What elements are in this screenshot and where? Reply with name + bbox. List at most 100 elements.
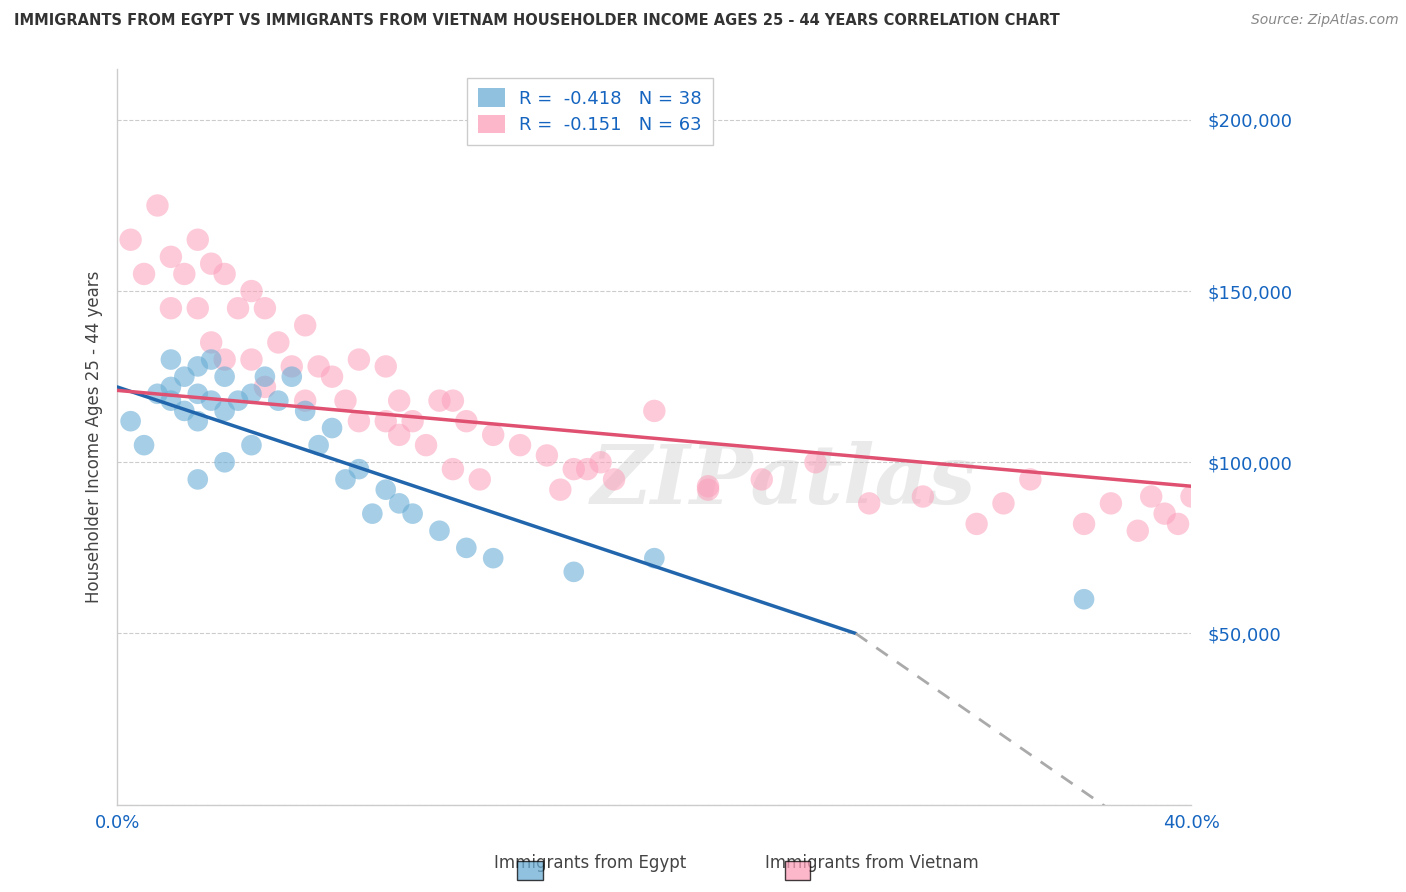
Point [253, 301, 276, 316]
Point [966, 516, 988, 531]
Point [347, 414, 370, 428]
Point [321, 421, 343, 435]
Point [643, 404, 665, 418]
Text: IMMIGRANTS FROM EGYPT VS IMMIGRANTS FROM VIETNAM HOUSEHOLDER INCOME AGES 25 - 44: IMMIGRANTS FROM EGYPT VS IMMIGRANTS FROM… [14, 13, 1060, 29]
Point [281, 359, 304, 374]
Point [1073, 592, 1095, 607]
Point [468, 472, 491, 486]
Point [441, 393, 464, 408]
Point [187, 233, 209, 247]
Text: Immigrants from Egypt: Immigrants from Egypt [495, 855, 686, 872]
Point [1153, 507, 1175, 521]
Point [308, 359, 330, 374]
Point [187, 414, 209, 428]
Point [456, 541, 478, 555]
Point [214, 267, 236, 281]
Point [200, 352, 222, 367]
Point [562, 462, 585, 476]
Point [160, 352, 183, 367]
Point [160, 393, 183, 408]
Point [697, 479, 720, 493]
Point [146, 198, 169, 212]
Point [146, 386, 169, 401]
Text: Source: ZipAtlas.com: Source: ZipAtlas.com [1251, 13, 1399, 28]
Point [214, 404, 236, 418]
Text: ZIPatlas: ZIPatlas [591, 441, 976, 521]
Point [1099, 496, 1122, 510]
Point [200, 393, 222, 408]
Point [173, 404, 195, 418]
Point [294, 318, 316, 333]
Point [267, 393, 290, 408]
Text: Immigrants from Vietnam: Immigrants from Vietnam [765, 855, 979, 872]
Point [240, 438, 263, 452]
Point [160, 250, 183, 264]
Point [200, 335, 222, 350]
Point [240, 284, 263, 298]
Point [441, 462, 464, 476]
Point [804, 455, 827, 469]
Point [120, 414, 142, 428]
Point [482, 551, 505, 566]
Point [347, 462, 370, 476]
Point [253, 369, 276, 384]
Point [214, 352, 236, 367]
Point [214, 455, 236, 469]
Point [187, 386, 209, 401]
Point [401, 507, 423, 521]
Point [200, 257, 222, 271]
Point [482, 428, 505, 442]
Point [173, 369, 195, 384]
Point [308, 438, 330, 452]
Point [173, 267, 195, 281]
Point [429, 393, 451, 408]
Point [240, 386, 263, 401]
Point [226, 301, 249, 316]
Point [335, 472, 357, 486]
Point [456, 414, 478, 428]
Point [160, 301, 183, 316]
Point [132, 438, 155, 452]
Legend: R =  -0.418   N = 38, R =  -0.151   N = 63: R = -0.418 N = 38, R = -0.151 N = 63 [467, 78, 713, 145]
Point [388, 428, 411, 442]
Point [187, 301, 209, 316]
Point [1194, 496, 1216, 510]
Point [858, 496, 880, 510]
Point [253, 380, 276, 394]
Point [415, 438, 437, 452]
Point [589, 455, 612, 469]
Point [1019, 472, 1042, 486]
Point [993, 496, 1015, 510]
Point [226, 393, 249, 408]
Point [643, 551, 665, 566]
Point [388, 496, 411, 510]
Point [697, 483, 720, 497]
Point [401, 414, 423, 428]
Point [911, 490, 934, 504]
Point [576, 462, 599, 476]
Point [120, 233, 142, 247]
Y-axis label: Householder Income Ages 25 - 44 years: Householder Income Ages 25 - 44 years [86, 270, 103, 603]
Point [160, 380, 183, 394]
Point [361, 507, 384, 521]
Point [374, 483, 396, 497]
Point [562, 565, 585, 579]
Point [1167, 516, 1189, 531]
Point [132, 267, 155, 281]
Point [374, 359, 396, 374]
Point [281, 369, 304, 384]
Point [429, 524, 451, 538]
Point [267, 335, 290, 350]
Point [603, 472, 626, 486]
Point [536, 449, 558, 463]
Point [1073, 516, 1095, 531]
Point [347, 352, 370, 367]
Point [294, 404, 316, 418]
Point [240, 352, 263, 367]
Point [187, 472, 209, 486]
Point [509, 438, 531, 452]
Point [294, 393, 316, 408]
Point [388, 393, 411, 408]
Point [374, 414, 396, 428]
Point [335, 393, 357, 408]
